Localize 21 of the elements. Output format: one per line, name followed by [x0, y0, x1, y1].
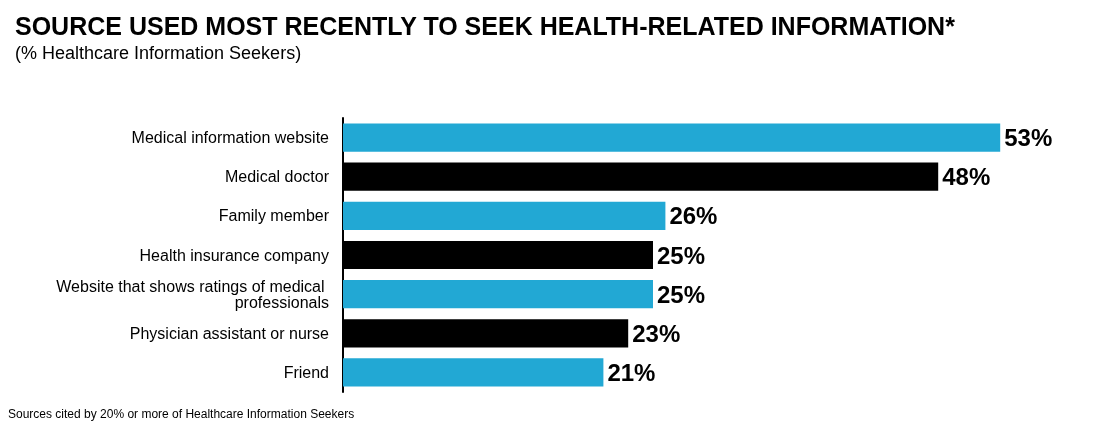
y-tick-label: Website that shows ratings of medical professionals — [56, 277, 329, 311]
bar — [343, 280, 653, 309]
y-tick-label: Family member — [218, 207, 330, 225]
data-label: 25% — [657, 241, 706, 269]
y-tick-label: Friend — [283, 363, 329, 381]
data-label: 25% — [657, 280, 706, 308]
data-label: 26% — [669, 202, 718, 230]
chart-title: SOURCE USED MOST RECENTLY TO SEEK HEALTH-RELATED INFORMATION* — [15, 11, 956, 40]
y-tick-label: Medical information website — [131, 129, 330, 147]
text: (% Healthcare Information Seekers) — [15, 43, 302, 63]
data-label: 53% — [1004, 124, 1053, 152]
data-label: 21% — [607, 358, 656, 386]
source-note: Sources cited by 20% or more of Healthcare Information Seekers — [8, 407, 355, 421]
y-tick-label: Medical doctor — [224, 168, 330, 186]
y-tick-label: Health insurance company — [139, 246, 329, 264]
y-tick-label: Physician assistant or nurse — [129, 324, 330, 342]
data-label: 23% — [632, 319, 681, 347]
bar — [343, 123, 1001, 152]
data-label: 48% — [942, 163, 991, 191]
bar — [343, 201, 666, 230]
bar — [343, 358, 604, 387]
